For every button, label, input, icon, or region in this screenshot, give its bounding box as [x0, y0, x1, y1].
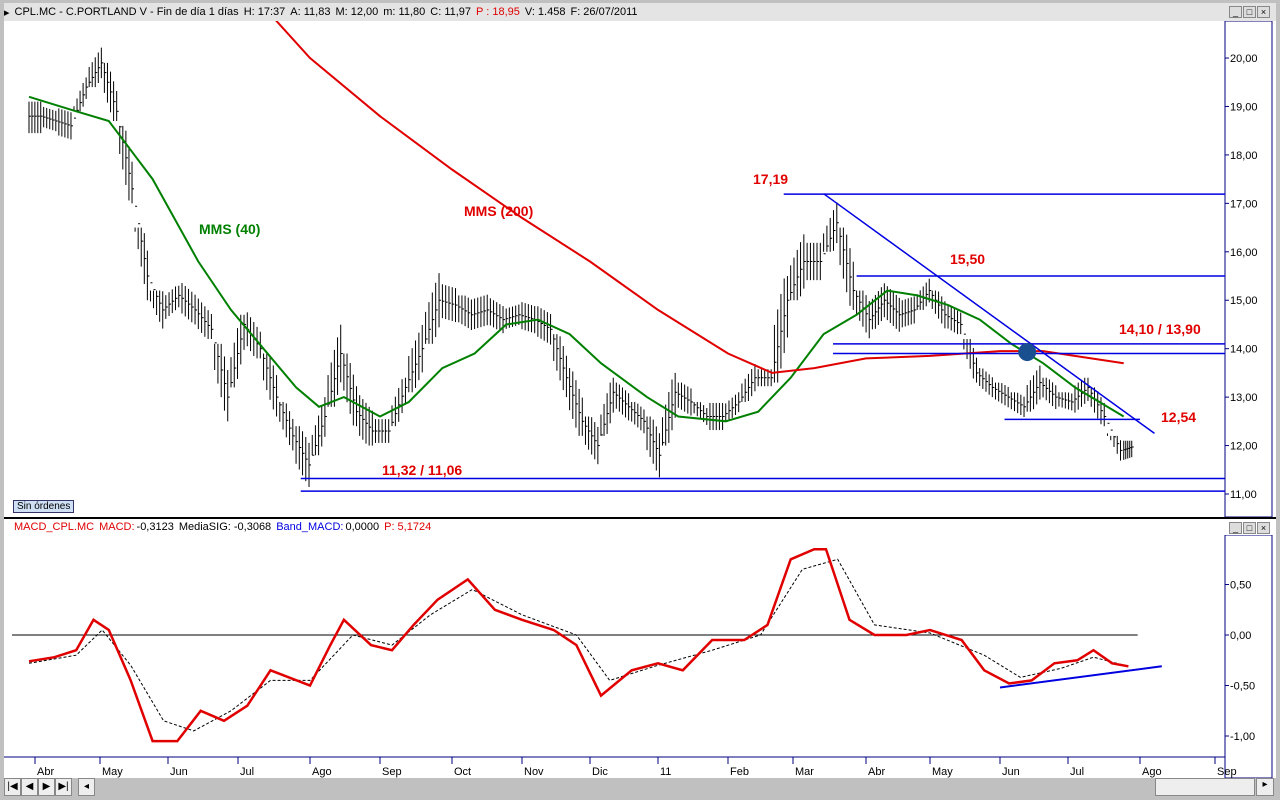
- macd-line: [28, 547, 1129, 743]
- macd-y-tick-label: 0,50: [1230, 580, 1251, 592]
- open-value: A: 11,83: [290, 6, 331, 18]
- next-icon[interactable]: ▶: [38, 778, 55, 796]
- price-y-tick-label: 17,00: [1230, 198, 1258, 210]
- expand-arrow-icon[interactable]: ▸: [4, 6, 10, 19]
- x-tick-label: Jun: [1002, 766, 1020, 778]
- signal-value: MediaSIG: -0,3068: [178, 521, 272, 533]
- last-icon[interactable]: ▶|: [55, 778, 72, 796]
- price-y-tick-label: 18,00: [1230, 150, 1258, 162]
- macd-title-bar: MACD_CPL.MC MACD: -0,3123 MediaSIG: -0,3…: [4, 517, 1276, 535]
- x-tick-label: Sep: [1217, 766, 1237, 778]
- close-value: C: 11,97: [430, 6, 472, 18]
- time-value: H: 17:37: [243, 6, 286, 18]
- annotation-label: 14,10 / 13,90: [1119, 321, 1201, 337]
- high-value: M: 12,00: [335, 6, 379, 18]
- price-y-tick-label: 19,00: [1230, 101, 1258, 113]
- macd-chart[interactable]: -1,00 -0,50 0,00 0,50 Abr May Jun Jul Ago Sep Oct N…: [4, 535, 1276, 778]
- macd-name: MACD_CPL.MC: [14, 521, 95, 533]
- mms40-line: [28, 95, 1125, 423]
- first-icon[interactable]: |◀: [4, 778, 21, 796]
- macd-y-axis: [1224, 535, 1273, 778]
- band-value: 0,0000: [345, 521, 380, 533]
- band-label: Band_MACD:: [276, 521, 344, 533]
- close-icon[interactable]: ×: [1257, 6, 1270, 18]
- price-y-tick-label: 11,00: [1230, 489, 1257, 501]
- symbol-label: CPL.MC - C.PORTLAND V - Fin de día 1 día…: [14, 6, 239, 18]
- prev-icon[interactable]: ◀: [21, 778, 38, 796]
- price-y-tick-label: 12,00: [1230, 441, 1258, 453]
- x-tick-label: Jul: [240, 766, 254, 778]
- scroll-left-icon[interactable]: ◂: [78, 778, 95, 796]
- chart-title-bar: ▸ CPL.MC - C.PORTLAND V - Fin de día 1 d…: [4, 3, 1276, 21]
- p-value: P : 18,95: [476, 6, 520, 18]
- x-tick-label: Mar: [795, 766, 814, 778]
- x-tick-label: May: [932, 766, 953, 778]
- price-chart[interactable]: 11,00 12,00 13,00 14,00 15,00 16,00 17,00 18,00…: [4, 21, 1276, 517]
- signal-line: [28, 558, 1129, 732]
- x-tick-label: May: [102, 766, 123, 778]
- volume-value: V: 1.458: [524, 6, 566, 18]
- mms200-line: [275, 21, 1124, 374]
- navigation-controls: |◀ ◀ ▶ ▶| ◂: [4, 778, 95, 796]
- maximize-icon[interactable]: □: [1243, 522, 1256, 534]
- x-tick-label: Feb: [730, 766, 749, 778]
- trend-line: [823, 193, 1155, 435]
- horizontal-scrollbar[interactable]: [1155, 778, 1255, 796]
- x-tick-label: 11: [660, 766, 671, 778]
- price-y-tick-label: 13,00: [1230, 392, 1258, 404]
- crossover-marker: [1018, 343, 1037, 362]
- annotation-label: 15,50: [950, 251, 985, 267]
- x-tick-label: Sep: [382, 766, 402, 778]
- annotation-label: MMS (200): [464, 203, 533, 219]
- macd-label: MACD:: [99, 521, 135, 533]
- low-value: m: 11,80: [383, 6, 426, 18]
- annotation-label: 17,19: [753, 171, 788, 187]
- annotation-label: 11,32 / 11,06: [382, 462, 462, 478]
- macd-y-tick-label: 0,00: [1230, 630, 1251, 642]
- minimize-icon[interactable]: _: [1229, 6, 1242, 18]
- macd-y-tick-label: -1,00: [1230, 731, 1255, 743]
- price-y-tick-label: 14,00: [1230, 344, 1258, 356]
- x-tick-label: Abr: [868, 766, 885, 778]
- x-tick-label: Ago: [1142, 766, 1162, 778]
- x-tick-label: Ago: [312, 766, 332, 778]
- maximize-icon[interactable]: □: [1243, 6, 1256, 18]
- x-tick-label: Oct: [454, 766, 471, 778]
- x-tick-label: Jun: [170, 766, 188, 778]
- annotation-label: MMS (40): [199, 221, 260, 237]
- price-y-axis: [1224, 21, 1273, 517]
- annotation-label: 12,54: [1161, 409, 1196, 425]
- close-icon[interactable]: ×: [1257, 522, 1270, 534]
- price-y-tick-label: 16,00: [1230, 247, 1258, 259]
- macd-p-value: P: 5,1724: [384, 521, 432, 533]
- minimize-icon[interactable]: _: [1229, 522, 1242, 534]
- macd-value: -0,3123: [136, 521, 174, 533]
- x-tick-label: Jul: [1070, 766, 1084, 778]
- scroll-right-icon[interactable]: ▸: [1256, 778, 1274, 796]
- x-tick-label: Abr: [37, 766, 54, 778]
- price-y-tick-label: 20,00: [1230, 53, 1258, 65]
- price-y-tick-label: 15,00: [1230, 295, 1258, 307]
- macd-trend-line: [999, 665, 1162, 689]
- x-tick-label: Dic: [592, 766, 608, 778]
- orders-badge[interactable]: Sin órdenes: [13, 500, 75, 513]
- macd-y-tick-label: -0,50: [1230, 681, 1255, 693]
- date-value: F: 26/07/2011: [570, 6, 638, 18]
- x-tick-label: Nov: [524, 766, 544, 778]
